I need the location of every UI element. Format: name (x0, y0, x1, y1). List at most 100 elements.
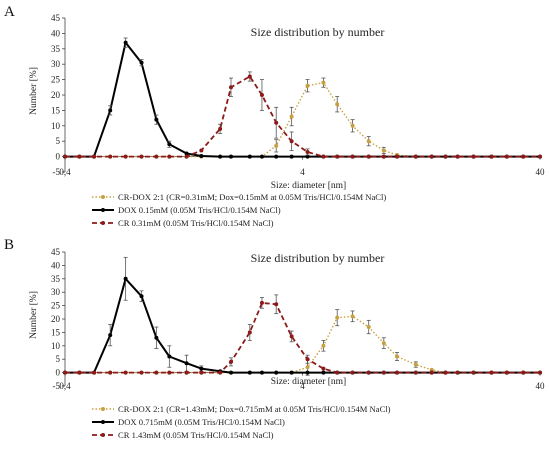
series-line-cr (65, 75, 540, 158)
legend-label-cr: CR 0.31mM (0.05M Tris/HCl/0.154M NaCl) (118, 218, 274, 228)
data-point-crdox (366, 139, 371, 144)
data-point-cr (218, 126, 223, 131)
y-tick-label: 45 (51, 13, 61, 23)
data-point-dox (289, 154, 294, 159)
data-point-cr (218, 370, 223, 375)
data-point-cr (335, 154, 340, 159)
data-point-cr (443, 154, 448, 159)
data-point-cr (305, 149, 310, 154)
data-point-dox (259, 370, 264, 375)
panel-letter-a: A (4, 4, 15, 20)
x-tick-label: 0,4 (59, 381, 71, 391)
y-tick-label: 30 (51, 59, 61, 69)
data-point-cr (455, 370, 460, 375)
data-point-dox (199, 366, 204, 371)
data-point-dox (321, 370, 326, 375)
data-point-cr (521, 154, 526, 159)
y-tick-label: 0 (56, 152, 61, 162)
data-point-dox (229, 154, 234, 159)
data-point-cr (350, 370, 355, 375)
data-point-crdox (321, 343, 326, 348)
chart-panel-a-plot: -5 0 5 10 15 20 25 30 35 40 45 0,4 4 40 Size distribut… (29, 13, 545, 228)
data-point-cr (443, 370, 448, 375)
data-point-cr (471, 154, 476, 159)
data-point-dox (154, 335, 159, 340)
x-tick-label: 40 (536, 167, 546, 177)
data-point-cr (289, 334, 294, 339)
data-point-dox (108, 333, 113, 338)
data-point-crdox (366, 325, 371, 330)
legend-label-crdox: CR-DOX 2:1 (CR=1.43mM; Dox=0.715mM at 0.… (118, 404, 391, 414)
data-point-cr (521, 370, 526, 375)
data-point-cr (321, 154, 326, 159)
data-point-cr (123, 370, 128, 375)
data-point-crdox (381, 148, 386, 153)
data-point-dox (229, 370, 234, 375)
data-point-dox (305, 154, 310, 159)
data-point-crdox (335, 102, 340, 107)
data-point-cr (305, 357, 310, 362)
data-point-dox (184, 361, 189, 366)
data-point-cr (247, 74, 252, 79)
y-axis-label: Number [%] (29, 291, 39, 339)
y-tick-label: 5 (56, 136, 61, 146)
chart-title: Size distribution by number (251, 25, 385, 39)
data-point-cr (108, 370, 113, 375)
data-point-cr (184, 154, 189, 159)
data-point-dox (199, 153, 204, 158)
data-point-dox (139, 60, 144, 65)
data-point-cr (471, 370, 476, 375)
data-point-cr (184, 370, 189, 375)
data-point-cr (274, 302, 279, 307)
data-point-cr (167, 370, 172, 375)
y-tick-label: 20 (51, 314, 61, 324)
data-point-cr (381, 154, 386, 159)
data-point-cr (259, 93, 264, 97)
data-point-cr (504, 154, 509, 159)
data-point-cr (259, 300, 264, 305)
y-tick-label: 25 (51, 75, 61, 85)
data-point-cr (199, 148, 204, 153)
data-point-cr (229, 359, 234, 364)
y-tick-label: 20 (51, 90, 61, 100)
data-point-crdox (395, 354, 400, 359)
y-tick-label: 5 (56, 354, 61, 364)
legend-label-crdox: CR-DOX 2:1 (CR=0.31mM; Dox=0.15mM at 0.0… (118, 192, 386, 202)
data-point-crdox (350, 314, 355, 319)
series-line-cr (65, 302, 540, 374)
data-point-cr (154, 370, 159, 375)
data-point-cr (429, 154, 434, 159)
data-point-cr (395, 370, 400, 375)
y-tick-label: -5 (53, 381, 61, 391)
data-point-cr (289, 139, 294, 144)
x-axis-label: Size: diameter [nm] (271, 377, 346, 387)
data-point-dox (139, 294, 144, 299)
x-tick-label: 4 (300, 381, 305, 391)
legend-marker-crdox (101, 195, 105, 199)
data-point-cr (154, 154, 159, 159)
data-point-cr (350, 154, 355, 159)
data-point-crdox (335, 315, 340, 320)
y-tick-label: 10 (51, 121, 61, 131)
legend-marker-cr (101, 433, 105, 437)
legend-label-dox: DOX 0.715mM (0.05M Tris/HCl/0.154M NaCl) (118, 417, 285, 427)
data-point-dox (123, 40, 128, 45)
y-tick-label: 30 (51, 287, 61, 297)
legend-marker-dox (101, 420, 105, 424)
panel-letter-b: B (4, 237, 15, 253)
data-point-crdox (289, 114, 294, 119)
data-point-crdox (274, 143, 279, 148)
data-point-dox (259, 154, 264, 159)
chart-title: Size distribution by number (251, 251, 385, 265)
data-point-cr (413, 370, 418, 375)
data-point-dox (123, 276, 128, 281)
data-point-cr (123, 154, 128, 159)
x-tick-label: 0,4 (59, 167, 71, 177)
data-point-cr (247, 330, 252, 335)
data-point-cr (538, 370, 542, 375)
data-point-cr (167, 154, 172, 159)
legend-label-dox: DOX 0.15mM (0.05M Tris/HCl/0.154M NaCl) (118, 205, 281, 215)
data-point-dox (247, 370, 252, 375)
y-tick-label: 25 (51, 301, 61, 311)
